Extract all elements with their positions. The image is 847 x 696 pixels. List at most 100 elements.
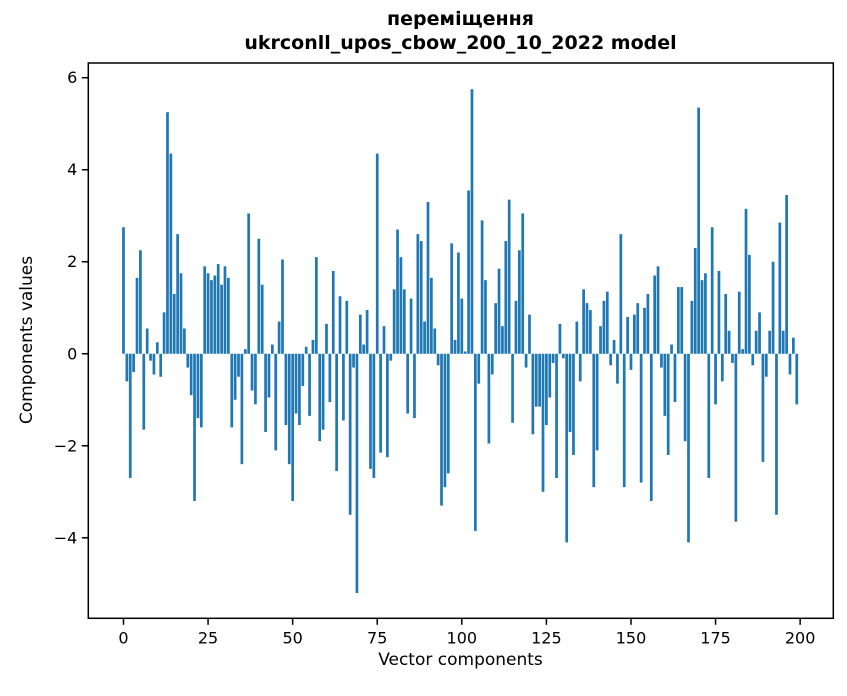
bar <box>287 353 291 465</box>
bar <box>426 201 430 354</box>
bar <box>436 353 440 366</box>
bar <box>480 220 484 354</box>
bar <box>199 353 203 428</box>
bar <box>216 264 220 354</box>
bar <box>379 353 382 453</box>
bar <box>342 353 345 421</box>
y-tick-label: 0 <box>67 344 77 363</box>
bar <box>589 310 592 354</box>
bar <box>196 353 200 419</box>
bar <box>548 353 552 398</box>
bar <box>545 353 548 426</box>
bar <box>254 353 257 405</box>
bar <box>582 289 585 354</box>
bar <box>220 284 223 354</box>
bar <box>792 337 795 354</box>
bar <box>656 266 660 354</box>
bar <box>673 353 677 403</box>
bar <box>186 353 190 368</box>
bar <box>714 353 717 405</box>
bar <box>775 353 778 515</box>
bar <box>636 303 640 354</box>
bar <box>139 250 142 354</box>
bar <box>183 328 186 354</box>
bar <box>233 353 237 400</box>
bar <box>497 268 501 354</box>
bar <box>189 353 193 396</box>
bar <box>761 353 765 462</box>
bar <box>599 326 602 354</box>
bar <box>227 277 230 354</box>
bar <box>399 257 403 354</box>
bar <box>758 312 761 354</box>
bar <box>646 293 650 354</box>
y-tick-label: −2 <box>54 436 78 455</box>
bar <box>348 353 352 515</box>
bar <box>578 353 582 382</box>
x-tick-label: 175 <box>700 628 731 647</box>
bar <box>413 353 416 419</box>
bar <box>382 326 386 354</box>
bar <box>484 280 487 354</box>
bar <box>724 293 728 354</box>
bar <box>257 238 261 354</box>
bar <box>551 353 555 363</box>
bar <box>477 353 481 384</box>
y-tick-label: 6 <box>67 68 77 87</box>
bar <box>193 353 196 501</box>
bar <box>737 291 741 354</box>
bar <box>531 353 535 435</box>
chart-title-line2: ukrconll_upos_cbow_200_10_2022 model <box>244 32 677 54</box>
bar <box>687 353 690 543</box>
bar <box>430 277 433 354</box>
bar <box>159 353 163 377</box>
bar <box>460 298 464 354</box>
bar <box>162 312 166 354</box>
bar <box>602 300 606 354</box>
bar <box>166 112 169 354</box>
bar <box>555 353 558 478</box>
bar <box>707 353 711 478</box>
bar <box>629 353 633 370</box>
bar <box>494 303 497 354</box>
bar <box>294 353 298 414</box>
bar <box>514 300 518 354</box>
x-tick-label: 25 <box>198 628 218 647</box>
bar <box>314 257 318 354</box>
bar <box>660 353 663 368</box>
bar <box>501 326 504 354</box>
bar <box>243 349 247 354</box>
bar <box>734 353 738 522</box>
bar <box>169 153 173 354</box>
bar <box>666 353 670 455</box>
bar <box>264 353 267 432</box>
chart-title-line1: переміщення <box>387 8 534 30</box>
bar <box>561 353 565 359</box>
bar <box>298 353 301 426</box>
bar <box>781 330 785 354</box>
bar <box>267 353 271 398</box>
bar <box>406 353 410 414</box>
bar <box>274 353 278 451</box>
bar <box>605 291 609 354</box>
bar <box>135 277 139 354</box>
bar <box>247 213 251 354</box>
bar <box>585 303 589 354</box>
bar <box>210 280 213 354</box>
bar <box>284 353 288 426</box>
bar <box>304 346 308 354</box>
bar <box>443 353 447 488</box>
bar <box>419 241 423 354</box>
bar <box>206 273 210 354</box>
y-tick-label: 4 <box>67 160 77 179</box>
bar <box>748 254 751 354</box>
bar <box>504 241 508 354</box>
bar <box>785 195 788 354</box>
x-tick-label: 75 <box>367 628 387 647</box>
bar <box>727 330 731 354</box>
bar <box>697 107 700 354</box>
bar <box>558 323 562 354</box>
bar <box>172 293 176 354</box>
